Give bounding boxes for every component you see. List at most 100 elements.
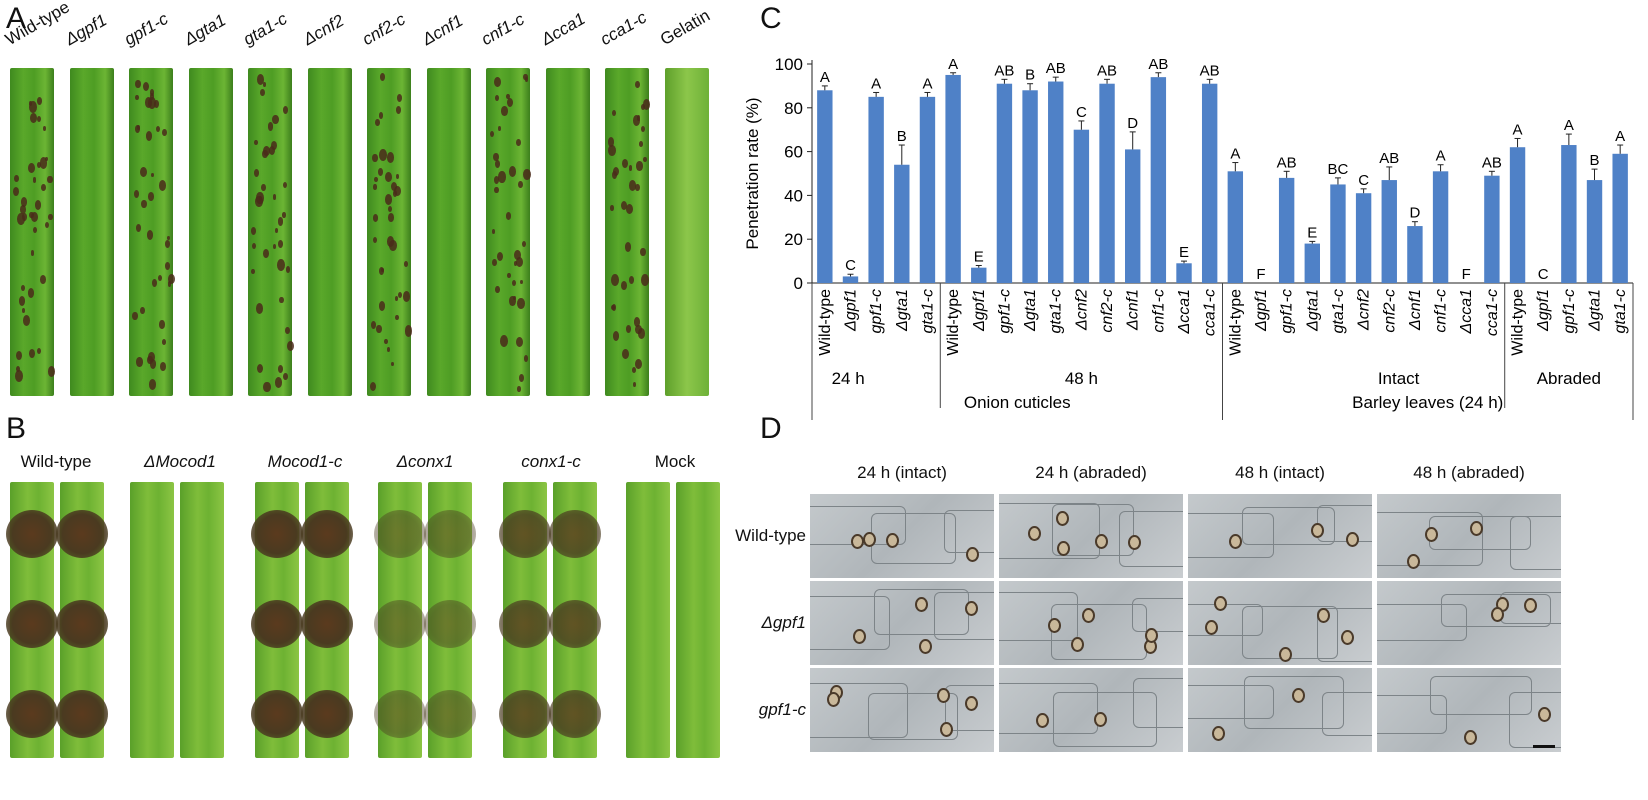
lesion-spot (34, 199, 42, 211)
cell-wall (870, 512, 956, 565)
lesion-spot (48, 213, 53, 221)
leaf-image (180, 482, 224, 758)
lesion-spot (389, 239, 397, 252)
lesion-spot (259, 89, 265, 97)
significance-letter: D (1127, 115, 1138, 132)
leaf-image (605, 68, 651, 396)
lesion-spot (166, 235, 170, 241)
lesion-spot (497, 125, 502, 132)
appressorium (827, 691, 841, 707)
lesion-spot (635, 183, 640, 191)
lesion-spot (28, 101, 37, 114)
significance-letter: A (1564, 117, 1574, 134)
lesion-spot (612, 110, 617, 116)
lesion-spot (495, 95, 500, 101)
lesion-spot (282, 372, 288, 380)
lesion-spot (636, 161, 643, 171)
row-label: Wild-type (735, 526, 806, 545)
lesion-spot (255, 303, 263, 315)
bar (1176, 263, 1192, 283)
leaf-image (301, 482, 353, 758)
x-category-label: Wild-type (945, 289, 962, 356)
supergroup-label: Onion cuticles (964, 393, 1071, 412)
x-category-label: cnf2-c (1099, 289, 1116, 333)
appressorium (914, 597, 928, 613)
panel-a-strain-label: cca1-c (597, 7, 650, 50)
x-category-label: gpf1-c (996, 289, 1013, 333)
column-header: 24 h (abraded) (1035, 463, 1147, 482)
cell-wall (1188, 512, 1274, 559)
significance-letter: E (974, 248, 984, 265)
significance-letter: B (1590, 152, 1600, 169)
lesion-spot (36, 115, 41, 123)
bar (842, 276, 859, 283)
leaf-image (626, 482, 670, 758)
appressorium (1057, 541, 1071, 557)
cell-wall (1321, 692, 1372, 736)
lesion-spot (497, 251, 504, 261)
bar (868, 96, 884, 283)
lesion-spot (373, 184, 377, 190)
x-category-label: Δcnf1 (1125, 289, 1142, 331)
inoculation-lesion (6, 690, 58, 738)
lesion-spot (489, 130, 495, 138)
y-tick-label: 60 (784, 143, 803, 162)
appressorium (1341, 630, 1355, 646)
column-header: 48 h (abraded) (1413, 463, 1525, 482)
row-label: gpf1-c (758, 700, 806, 719)
lesion-spot (285, 326, 291, 335)
x-category-label: Δcca1 (1458, 289, 1475, 335)
micrograph (1188, 581, 1372, 665)
cell-wall (944, 684, 994, 732)
lesion-spot (513, 261, 517, 266)
x-category-label: Δgpf1 (1253, 289, 1270, 332)
lesion-spot (257, 73, 265, 85)
inoculation-lesion (301, 600, 353, 648)
lesion-spot (160, 362, 167, 371)
lesion-spot (167, 273, 175, 285)
scale-bar (1533, 745, 1555, 748)
lesion-spot (387, 205, 392, 212)
inoculation-lesion (301, 510, 353, 558)
lesion-spot (136, 357, 143, 367)
x-category-label: cnf2-c (1381, 289, 1398, 333)
lesion-spot (507, 97, 514, 107)
lesion-spot (254, 169, 260, 178)
lesion-spot (493, 175, 500, 185)
appressorium (1491, 606, 1505, 622)
lesion-spot (492, 259, 498, 267)
lesion-spot (391, 182, 398, 192)
appressorium (1464, 729, 1478, 745)
appressorium (1317, 608, 1331, 624)
lesion-spot (274, 228, 279, 234)
lesion-spot (612, 331, 620, 341)
penetration-rate-bar-chart: 0 20 40 60 80 100 Penetration rate (%) A Wild-ty… (743, 55, 1634, 420)
significance-letter: B (897, 128, 907, 145)
lesion-spot (386, 152, 394, 163)
bar (1048, 81, 1064, 283)
cell-wall (1441, 593, 1551, 628)
appressorium (850, 534, 864, 550)
inoculation-lesion (499, 510, 551, 558)
lesion-spot (390, 361, 394, 367)
bar (1355, 193, 1372, 283)
cell-wall (999, 591, 1078, 641)
lesion-spot (286, 341, 294, 352)
lesion-spot (20, 197, 28, 207)
x-category-label: Δgpf1 (1535, 289, 1552, 332)
lesion-spot (611, 274, 620, 287)
group-label: 24 h (832, 369, 865, 388)
micrograph (1188, 494, 1372, 578)
lesion-spot (394, 185, 401, 196)
micrograph (810, 581, 994, 665)
lesion-spot (635, 359, 642, 370)
lesion-spot (620, 200, 628, 210)
significance-letter: C (1538, 266, 1549, 283)
significance-letter: AB (994, 62, 1014, 79)
lesion-spot (158, 179, 167, 192)
lesion-spot (384, 338, 388, 344)
lesion-spot (521, 240, 526, 248)
appressorium (937, 688, 951, 704)
panel-a-strain-label: cnf1-c (478, 9, 528, 50)
cell-wall (1509, 692, 1561, 749)
